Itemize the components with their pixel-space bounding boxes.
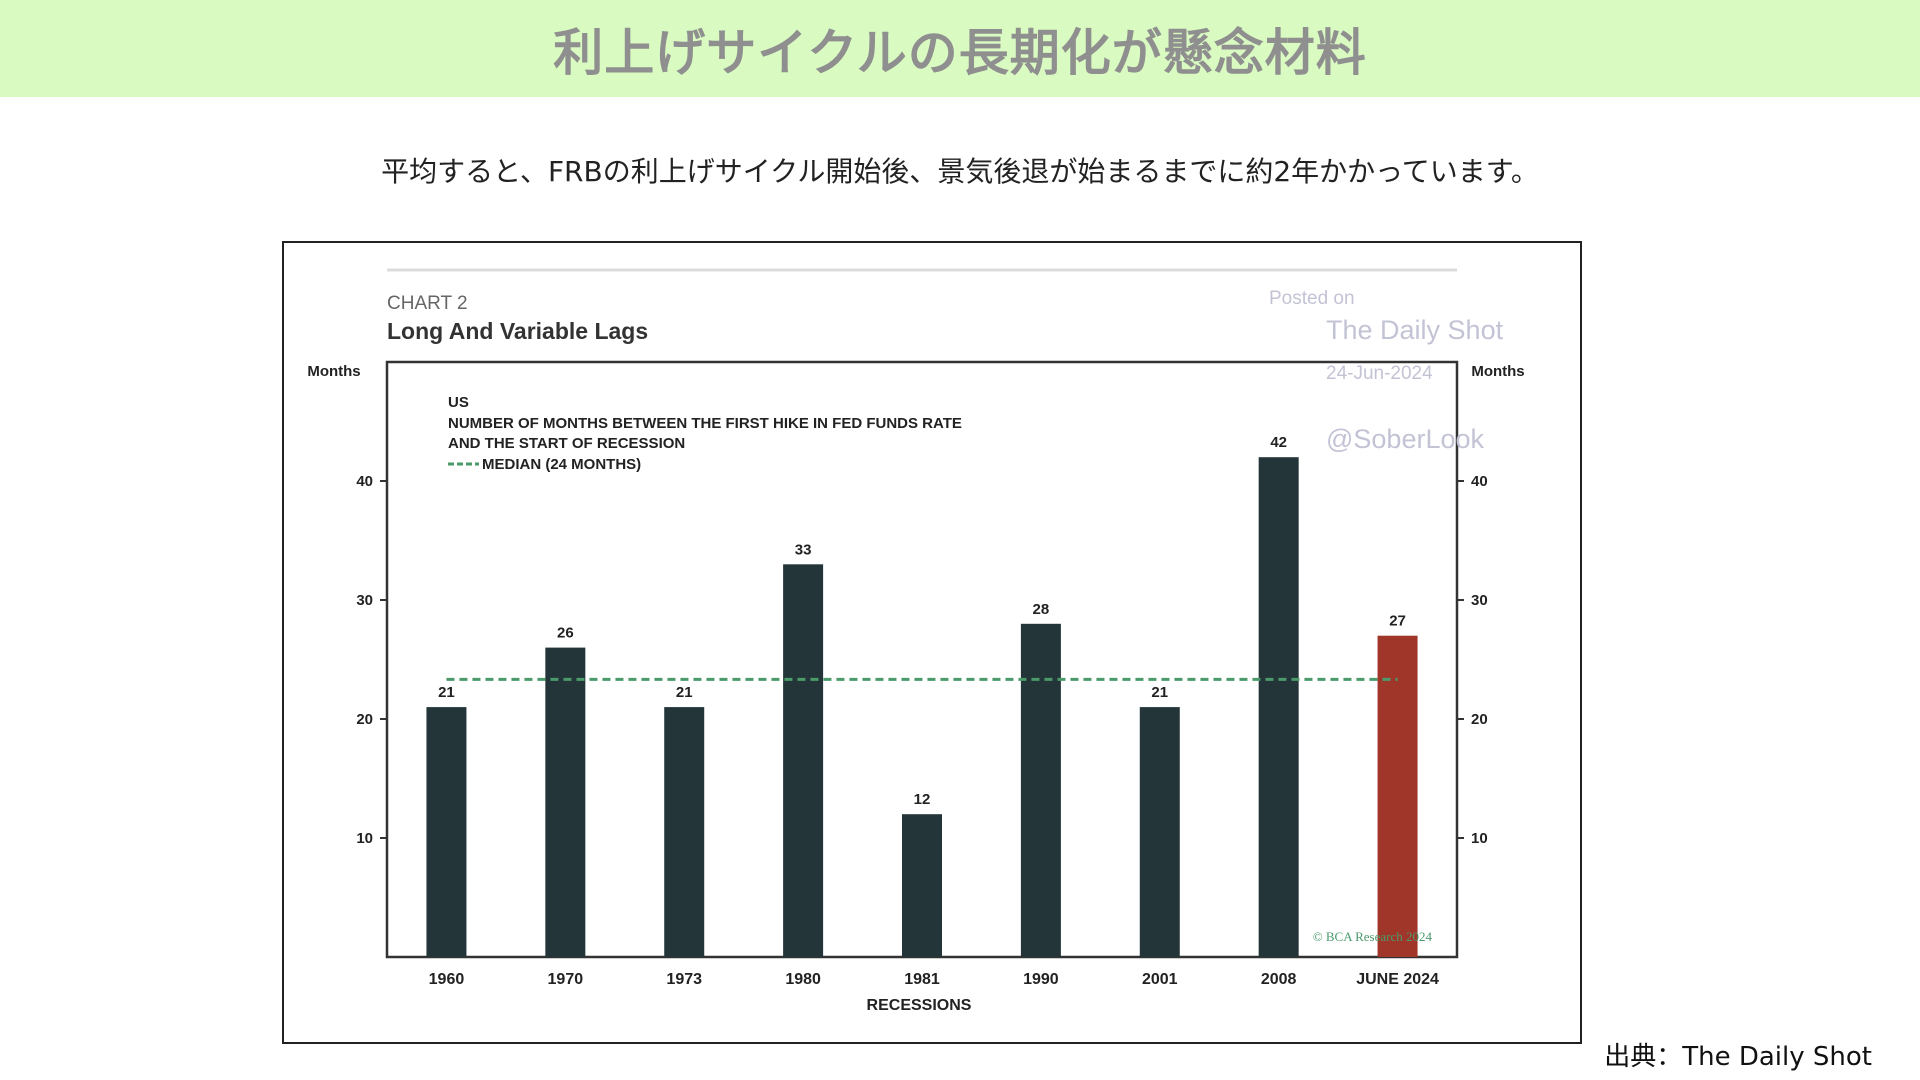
chart-frame: CHART 2 Long And Variable Lags Months Mo… bbox=[282, 241, 1582, 1044]
y-tick-label-right: 10 bbox=[1471, 830, 1488, 847]
page-subtitle: 平均すると、FRBの利上げサイクル開始後、景気後退が始まるまでに約2年かかってい… bbox=[381, 155, 1539, 188]
y-tick-label-right: 40 bbox=[1471, 473, 1488, 490]
watermark-site: The Daily Shot bbox=[1326, 315, 1504, 345]
bar-1990 bbox=[1020, 623, 1061, 957]
bar-1980 bbox=[783, 564, 824, 957]
bar-1970 bbox=[545, 647, 586, 957]
watermark-handle: @SoberLook bbox=[1326, 424, 1485, 454]
y-tick-label-left: 20 bbox=[356, 711, 373, 728]
bar-value-label: 26 bbox=[557, 625, 574, 642]
bar-2008 bbox=[1258, 457, 1299, 957]
x-tick-label: 1981 bbox=[904, 971, 940, 988]
bar-value-label: 33 bbox=[795, 541, 812, 558]
bar-value-label: 12 bbox=[914, 791, 931, 808]
y-axis-label-right: Months bbox=[1471, 363, 1524, 380]
value-labels: 21 26 21 33 12 28 21 42 27 bbox=[438, 434, 1406, 808]
title-banner: 利上げサイクルの長期化が懸念材料 bbox=[0, 0, 1920, 97]
bar-1981 bbox=[902, 814, 942, 957]
page-heading: 利上げサイクルの長期化が懸念材料 bbox=[553, 23, 1367, 82]
bar-1960 bbox=[426, 707, 467, 957]
y-tick-label-left: 40 bbox=[356, 473, 373, 490]
legend-median-label: MEDIAN (24 MONTHS) bbox=[482, 456, 641, 473]
bar-1973 bbox=[664, 707, 705, 957]
annotation-line-1: US bbox=[448, 394, 469, 411]
bar-value-label: 21 bbox=[438, 684, 455, 701]
x-tick-label: 1973 bbox=[666, 971, 702, 988]
y-ticks: 10 10 20 20 30 30 40 40 bbox=[356, 473, 1487, 847]
watermark-date: 24-Jun-2024 bbox=[1326, 363, 1433, 384]
y-tick-label-left: 30 bbox=[356, 592, 373, 609]
watermark-posted-on: Posted on bbox=[1269, 288, 1355, 309]
bars bbox=[426, 457, 1418, 957]
chart-title: Long And Variable Lags bbox=[387, 318, 648, 344]
x-ticks: 1960 1970 1973 1980 1981 1990 2001 2008 JUNE 202… bbox=[429, 971, 1439, 988]
x-axis-label: RECESSIONS bbox=[867, 997, 972, 1014]
copyright-note: © BCA Research 2024 bbox=[1313, 929, 1433, 944]
bar-chart: CHART 2 Long And Variable Lags Months Mo… bbox=[307, 268, 1525, 1014]
y-tick-label-right: 30 bbox=[1471, 592, 1488, 609]
annotation-line-3: AND THE START OF RECESSION bbox=[448, 435, 685, 452]
source-note: 出典：The Daily Shot bbox=[1604, 1042, 1872, 1072]
y-tick-label-left: 10 bbox=[356, 830, 373, 847]
x-tick-label: JUNE 2024 bbox=[1356, 971, 1439, 988]
bar-value-label: 28 bbox=[1033, 601, 1050, 618]
chart-number-label: CHART 2 bbox=[387, 293, 468, 314]
x-tick-label: 2008 bbox=[1261, 971, 1297, 988]
bar-value-label: 21 bbox=[1151, 684, 1168, 701]
x-tick-label: 1960 bbox=[429, 971, 465, 988]
y-tick-label-right: 20 bbox=[1471, 711, 1488, 728]
bar-value-label: 27 bbox=[1389, 613, 1406, 630]
bar-value-label: 42 bbox=[1270, 434, 1287, 451]
bar-value-label: 21 bbox=[676, 684, 693, 701]
x-tick-label: 1980 bbox=[785, 971, 821, 988]
x-tick-label: 2001 bbox=[1142, 971, 1178, 988]
bar-june-2024 bbox=[1377, 635, 1418, 957]
x-tick-label: 1970 bbox=[548, 971, 584, 988]
y-axis-label-left: Months bbox=[307, 363, 360, 380]
x-tick-label: 1990 bbox=[1023, 971, 1059, 988]
annotation-line-2: NUMBER OF MONTHS BETWEEN THE FIRST HIKE … bbox=[448, 415, 962, 432]
bar-2001 bbox=[1139, 707, 1180, 957]
